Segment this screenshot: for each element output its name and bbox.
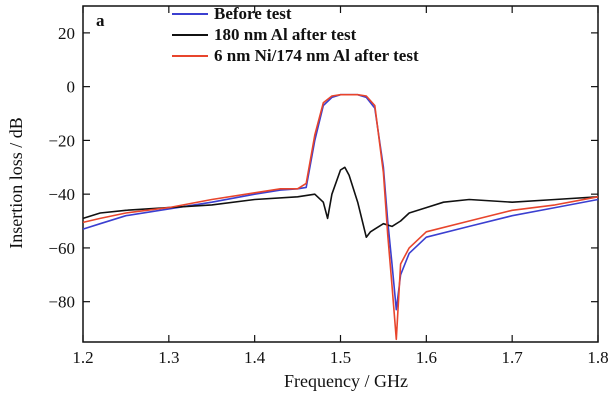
x-tick-label: 1.8 bbox=[587, 348, 608, 367]
legend: Before test 180 nm Al after test 6 nm Ni/1… bbox=[172, 4, 419, 65]
x-axis-title: Frequency / GHz bbox=[284, 371, 408, 391]
series-line-2 bbox=[82, 166, 599, 238]
x-tick-label: 1.7 bbox=[502, 348, 524, 367]
y-tick-label: −60 bbox=[48, 239, 75, 258]
y-tick-label: −20 bbox=[48, 131, 75, 150]
y-tick-label: −80 bbox=[48, 293, 75, 312]
legend-label-1: Before test bbox=[214, 4, 292, 23]
legend-label-2: 180 nm Al after test bbox=[214, 25, 357, 44]
legend-label-3: 6 nm Ni/174 nm Al after test bbox=[214, 46, 419, 65]
x-tick-label: 1.5 bbox=[330, 348, 351, 367]
series-lines bbox=[82, 93, 599, 341]
series-line-3 bbox=[82, 93, 599, 341]
y-axis-ticks: 20 0 −20 −40 −60 −80 bbox=[48, 24, 598, 312]
x-tick-label: 1.6 bbox=[416, 348, 437, 367]
y-tick-label: 20 bbox=[58, 24, 75, 43]
x-axis-ticks: 1.2 1.3 1.4 1.5 1.6 1.7 1.8 bbox=[72, 6, 609, 367]
y-tick-label: −40 bbox=[48, 185, 75, 204]
y-tick-label: 0 bbox=[67, 78, 76, 97]
x-tick-label: 1.3 bbox=[158, 348, 179, 367]
y-axis-title: Insertion loss / dB bbox=[6, 117, 26, 249]
panel-label: a bbox=[96, 11, 105, 30]
x-tick-label: 1.2 bbox=[72, 348, 93, 367]
x-tick-label: 1.4 bbox=[244, 348, 266, 367]
